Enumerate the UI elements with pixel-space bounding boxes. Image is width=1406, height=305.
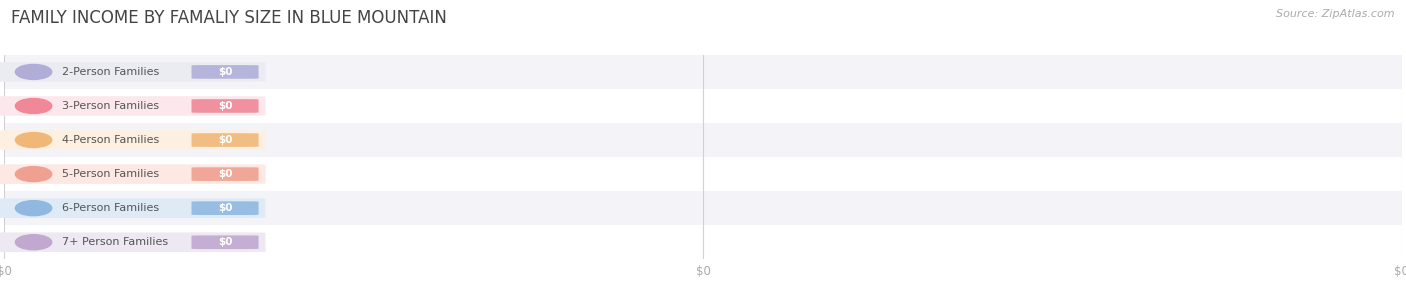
Text: $0: $0 (218, 203, 232, 213)
Ellipse shape (15, 64, 52, 79)
FancyBboxPatch shape (0, 96, 266, 116)
Ellipse shape (15, 235, 52, 250)
Text: $0: $0 (218, 237, 232, 247)
Bar (4, 191, 1402, 225)
Ellipse shape (15, 99, 52, 113)
Text: 5-Person Families: 5-Person Families (62, 169, 159, 179)
Bar (4, 123, 1402, 157)
Ellipse shape (15, 201, 52, 216)
Text: 6-Person Families: 6-Person Families (62, 203, 159, 213)
Text: $0: $0 (218, 101, 232, 111)
Text: 4-Person Families: 4-Person Families (62, 135, 159, 145)
Bar (4, 89, 1402, 123)
Text: 2-Person Families: 2-Person Families (62, 67, 159, 77)
Bar (4, 55, 1402, 89)
FancyBboxPatch shape (191, 65, 259, 79)
FancyBboxPatch shape (0, 164, 266, 184)
FancyBboxPatch shape (0, 130, 266, 150)
Bar (4, 225, 1402, 259)
Text: Source: ZipAtlas.com: Source: ZipAtlas.com (1277, 9, 1395, 19)
FancyBboxPatch shape (191, 201, 259, 215)
Text: $0: $0 (218, 135, 232, 145)
FancyBboxPatch shape (0, 232, 266, 252)
Text: $0: $0 (218, 169, 232, 179)
Bar (4, 157, 1402, 191)
FancyBboxPatch shape (0, 62, 266, 82)
FancyBboxPatch shape (0, 198, 266, 218)
FancyBboxPatch shape (191, 99, 259, 113)
FancyBboxPatch shape (191, 167, 259, 181)
Ellipse shape (15, 133, 52, 148)
Text: FAMILY INCOME BY FAMALIY SIZE IN BLUE MOUNTAIN: FAMILY INCOME BY FAMALIY SIZE IN BLUE MO… (11, 9, 447, 27)
FancyBboxPatch shape (191, 235, 259, 249)
Text: $0: $0 (218, 67, 232, 77)
Ellipse shape (15, 167, 52, 181)
Text: 7+ Person Families: 7+ Person Families (62, 237, 167, 247)
Text: 3-Person Families: 3-Person Families (62, 101, 159, 111)
FancyBboxPatch shape (191, 133, 259, 147)
